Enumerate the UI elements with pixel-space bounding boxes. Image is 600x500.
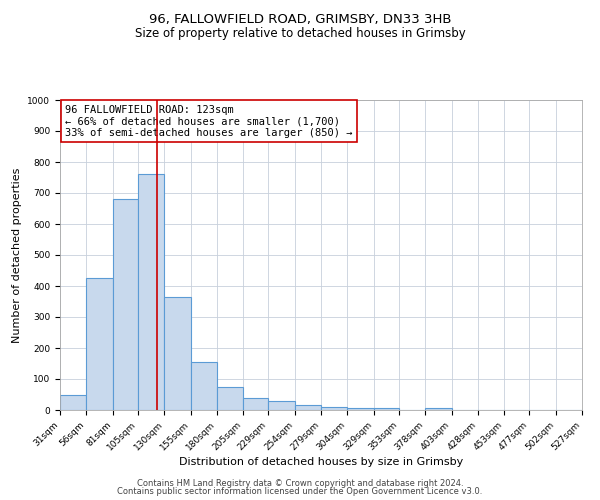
Bar [243,398,268,410]
Bar [113,199,138,410]
Bar [347,408,374,410]
Text: Contains HM Land Registry data © Crown copyright and database right 2024.: Contains HM Land Registry data © Crown c… [137,478,463,488]
Bar [191,362,217,410]
Bar [217,387,243,410]
Bar [164,297,191,410]
Bar [374,408,399,410]
Text: Size of property relative to detached houses in Grimsby: Size of property relative to detached ho… [134,28,466,40]
Bar [86,278,113,410]
Bar [295,406,321,410]
Bar [60,394,86,410]
Bar [268,400,295,410]
Text: 96 FALLOWFIELD ROAD: 123sqm
← 66% of detached houses are smaller (1,700)
33% of : 96 FALLOWFIELD ROAD: 123sqm ← 66% of det… [65,104,353,138]
Y-axis label: Number of detached properties: Number of detached properties [12,168,22,342]
X-axis label: Distribution of detached houses by size in Grimsby: Distribution of detached houses by size … [179,458,463,468]
Bar [425,408,452,410]
Text: Contains public sector information licensed under the Open Government Licence v3: Contains public sector information licen… [118,487,482,496]
Bar [321,407,347,410]
Bar [138,174,164,410]
Text: 96, FALLOWFIELD ROAD, GRIMSBY, DN33 3HB: 96, FALLOWFIELD ROAD, GRIMSBY, DN33 3HB [149,12,451,26]
